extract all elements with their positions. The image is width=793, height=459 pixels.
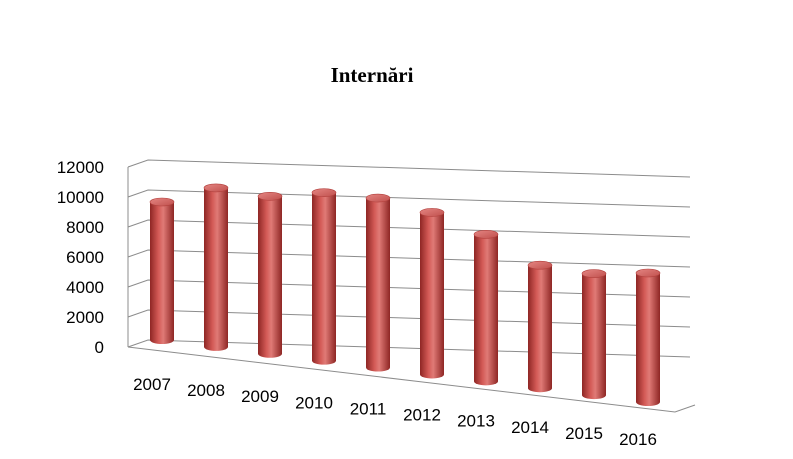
gridline <box>127 309 691 328</box>
gridline <box>127 189 691 208</box>
x-tick-label: 2014 <box>511 418 549 437</box>
gridline <box>127 279 691 298</box>
x-tick-label: 2011 <box>350 399 387 418</box>
x-axis-ticks: 2007 2008 2009 2010 2011 2012 2013 2014 2015 2016 <box>133 375 657 449</box>
x-tick-label: 2007 <box>133 375 171 394</box>
x-tick-label: 2008 <box>187 381 225 400</box>
y-tick-label: 0 <box>95 338 104 357</box>
bars <box>149 183 661 406</box>
y-tick-label: 2000 <box>66 308 104 327</box>
x-tick-label: 2012 <box>403 406 441 425</box>
y-tick-label: 10000 <box>57 188 104 207</box>
bar <box>257 191 283 358</box>
bar <box>473 230 499 386</box>
x-tick-label: 2009 <box>241 387 279 406</box>
gridline <box>127 249 691 268</box>
bar <box>311 188 337 365</box>
chart-title: Internări <box>331 63 414 87</box>
bar <box>365 193 391 372</box>
y-tick-label: 8000 <box>66 218 104 237</box>
x-axis-line <box>127 346 696 413</box>
x-tick-label: 2010 <box>295 393 333 412</box>
x-tick-label: 2015 <box>565 424 603 443</box>
gridline <box>127 219 691 238</box>
bar <box>203 183 229 351</box>
gridline <box>127 159 691 178</box>
gridline <box>127 339 691 358</box>
bar <box>149 197 175 344</box>
x-tick-label: 2016 <box>619 430 657 449</box>
y-axis-ticks: 0 2000 4000 6000 8000 10000 12000 <box>57 158 104 357</box>
bar <box>527 260 553 393</box>
y-tick-label: 6000 <box>66 248 104 267</box>
bar <box>581 269 607 400</box>
gridlines <box>127 159 696 413</box>
y-tick-label: 12000 <box>57 158 104 177</box>
x-tick-label: 2013 <box>457 412 495 431</box>
bar <box>419 208 445 379</box>
bar <box>635 268 661 406</box>
y-tick-label: 4000 <box>66 278 104 297</box>
